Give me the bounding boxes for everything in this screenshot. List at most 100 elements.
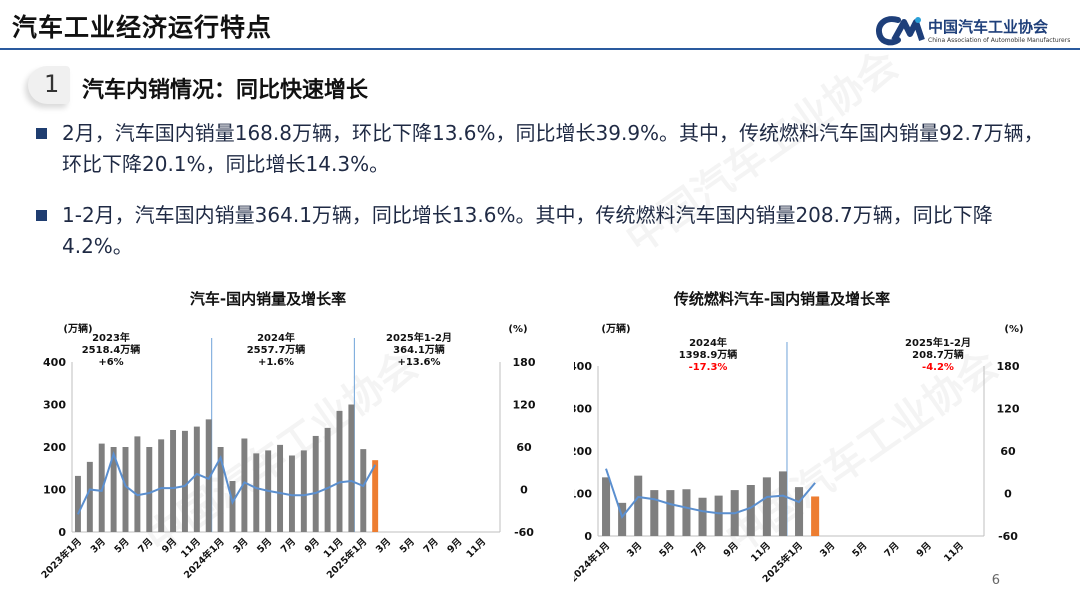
page-number: 6: [991, 573, 1000, 588]
sales-bar: [682, 489, 691, 536]
x-tick-label: 7月: [689, 540, 708, 559]
x-tick-label: 9月: [915, 540, 934, 559]
sales-bar: [312, 435, 319, 532]
y-tick-label: 100: [574, 488, 592, 501]
period-annotation: 364.1万辆: [393, 343, 445, 356]
x-tick-label: 2023年1月: [39, 536, 84, 581]
slide-title: 汽车工业经济运行特点: [12, 13, 273, 42]
period-annotation: +6%: [98, 357, 123, 368]
sales-bar: [122, 447, 129, 532]
x-tick-label: 5月: [657, 540, 676, 559]
period-annotation: 2557.7万辆: [247, 343, 306, 356]
period-annotation: 2023年: [92, 331, 130, 344]
period-annotation: 2024年: [689, 336, 727, 349]
x-tick-label: 7月: [279, 536, 298, 555]
sales-bar: [205, 419, 212, 532]
period-annotation: -17.3%: [689, 362, 728, 373]
sales-bar: [253, 453, 260, 532]
sales-bar: [158, 439, 165, 532]
period-annotation: 2025年1-2月: [905, 336, 971, 349]
x-tick-label: 9月: [445, 536, 464, 555]
sales-bar: [324, 427, 331, 532]
x-tick-label: 11月: [942, 540, 966, 564]
y-tick-label: 400: [574, 360, 592, 373]
section-badge: [28, 66, 70, 104]
sales-bar: [193, 426, 200, 532]
y2-tick-label: 60: [1000, 445, 1016, 458]
sales-bar: [74, 475, 81, 532]
y-tick-label: 0: [584, 530, 592, 543]
y2-tick-label: -60: [998, 530, 1018, 543]
section-number: 1: [44, 70, 60, 98]
sales-bar: [300, 450, 307, 532]
period-annotation: -4.2%: [922, 362, 954, 373]
sales-bar: [241, 438, 248, 532]
sales-bar: [348, 404, 355, 532]
y-tick-label: 300: [574, 403, 592, 416]
x-tick-label: 2024年1月: [574, 540, 612, 585]
y-tick-label: 100: [43, 484, 66, 497]
period-annotation: 2518.4万辆: [82, 343, 141, 356]
period-annotation: 2025年1-2月: [386, 331, 452, 344]
x-tick-label: 3月: [231, 536, 250, 555]
x-tick-label: 5月: [398, 536, 417, 555]
vehicle-domestic-sales-chart: 汽车-国内销量及增长率 (万辆) (%) 400 300 200 100 0 180 120 60 0…: [39, 290, 536, 581]
sales-bar: [229, 481, 236, 532]
x-tick-label: 9月: [160, 536, 179, 555]
sales-bar: [360, 449, 367, 532]
x-tick-label: 5月: [112, 536, 131, 555]
sales-bar: [146, 447, 153, 532]
x-tick-label: 7月: [422, 536, 441, 555]
sales-bar: [134, 436, 141, 532]
x-tick-label: 3月: [374, 536, 393, 555]
y-axis-unit: (万辆): [601, 322, 630, 335]
latest-sales-bar: [811, 496, 820, 536]
sales-bar: [336, 410, 343, 532]
y2-tick-label: 0: [1004, 488, 1012, 501]
y-axis-unit: (万辆): [63, 322, 92, 335]
x-tick-label: 3月: [818, 540, 837, 559]
period-annotation: 208.7万辆: [912, 348, 964, 361]
y2-axis-unit: (%): [1004, 324, 1023, 335]
chart-title: 传统燃料汽车-国内销量及增长率: [673, 290, 890, 308]
y2-axis-unit: (%): [508, 324, 527, 335]
header-divider: [0, 48, 1080, 50]
sales-bar: [778, 471, 787, 536]
y2-tick-label: 120: [513, 399, 536, 412]
period-annotation: +13.6%: [397, 357, 440, 368]
y-tick-label: 200: [43, 441, 66, 454]
y2-tick-label: 120: [997, 403, 1020, 416]
sales-bar: [181, 430, 188, 532]
logo-english-name: China Association of Automobile Manufact…: [928, 37, 1071, 44]
x-tick-label: 11月: [464, 536, 488, 560]
x-tick-label: 5月: [850, 540, 869, 559]
x-tick-label: 3月: [89, 536, 108, 555]
sales-bar: [746, 485, 755, 536]
period-annotation: 1398.9万辆: [679, 348, 738, 361]
y2-tick-label: 180: [997, 360, 1020, 373]
y2-tick-label: 180: [513, 356, 536, 369]
chart-title: 汽车-国内销量及增长率: [190, 290, 346, 308]
y2-tick-label: -60: [514, 526, 534, 539]
logo-chinese-name: 中国汽车工业协会: [928, 18, 1049, 36]
sales-bar: [666, 490, 675, 536]
sales-bar: [650, 490, 659, 536]
period-annotation: 2024年: [257, 331, 295, 344]
x-tick-label: 7月: [882, 540, 901, 559]
sales-bar: [170, 430, 177, 532]
x-tick-label: 3月: [625, 540, 644, 559]
x-tick-label: 9月: [303, 536, 322, 555]
sales-bar: [762, 477, 771, 536]
y-tick-label: 400: [43, 356, 66, 369]
bullet-text: 2月，汽车国内销量168.8万辆，环比下降13.6%，同比增长39.9%。其中，…: [62, 121, 1044, 176]
sales-bar: [714, 495, 723, 536]
latest-sales-bar: [372, 460, 379, 532]
sales-bar: [698, 497, 707, 536]
y-tick-label: 300: [43, 399, 66, 412]
x-tick-label: 9月: [722, 540, 741, 559]
association-logo: 中国汽车工业协会 China Association of Automobile…: [874, 12, 1074, 48]
fuel-vehicle-domestic-sales-chart: 传统燃料汽车-国内销量及增长率 (万辆) (%) 400 300 200 100 0 180 12…: [574, 290, 1024, 585]
sales-bar: [288, 455, 295, 532]
growth-rate-line: [76, 451, 377, 515]
sales-bar: [618, 502, 627, 536]
